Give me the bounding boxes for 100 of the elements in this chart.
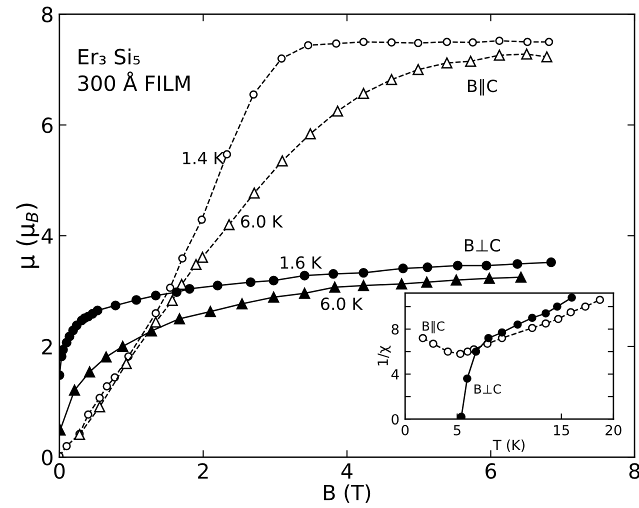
series-label: 1.6 K bbox=[280, 256, 322, 269]
point bbox=[248, 188, 260, 199]
point bbox=[463, 374, 472, 383]
point bbox=[268, 292, 280, 303]
point bbox=[422, 262, 432, 272]
point bbox=[554, 314, 562, 324]
point bbox=[184, 284, 194, 294]
y-tick-label: 6 bbox=[42, 117, 53, 134]
point bbox=[463, 347, 472, 356]
point bbox=[249, 90, 258, 99]
point bbox=[494, 50, 505, 61]
point bbox=[387, 38, 396, 47]
point bbox=[328, 269, 338, 279]
point bbox=[198, 215, 206, 224]
y-tick-label: 4 bbox=[42, 228, 53, 244]
point bbox=[172, 287, 182, 298]
point bbox=[102, 382, 112, 390]
point bbox=[150, 316, 162, 328]
point bbox=[146, 325, 157, 337]
point bbox=[358, 88, 370, 99]
point bbox=[304, 41, 312, 50]
point bbox=[332, 39, 340, 48]
point bbox=[152, 309, 160, 318]
point bbox=[68, 384, 80, 396]
point bbox=[178, 254, 187, 263]
point bbox=[513, 320, 522, 329]
x-tick-label: 0 bbox=[54, 463, 65, 479]
annotation: 300 Å FILM bbox=[78, 72, 190, 92]
point bbox=[553, 302, 562, 311]
point bbox=[418, 334, 427, 342]
point bbox=[332, 106, 344, 117]
x-tick-label: 0 bbox=[402, 424, 409, 436]
point bbox=[544, 38, 554, 46]
x-tick-label: 4 bbox=[341, 463, 352, 479]
point bbox=[398, 264, 408, 274]
annotation: Er₃ Si₅ bbox=[78, 48, 140, 65]
point bbox=[566, 308, 575, 316]
point bbox=[174, 313, 186, 324]
annotation: B⊥C bbox=[474, 384, 501, 394]
point bbox=[304, 128, 316, 140]
point bbox=[468, 38, 477, 47]
point bbox=[196, 252, 208, 263]
point bbox=[62, 442, 71, 450]
point bbox=[482, 260, 492, 270]
point bbox=[495, 36, 504, 45]
point bbox=[456, 350, 464, 358]
point bbox=[396, 278, 408, 290]
point bbox=[484, 272, 495, 284]
point bbox=[484, 334, 493, 342]
x-tick-label: 6 bbox=[486, 463, 496, 479]
x-tick-label: 5 bbox=[454, 425, 460, 436]
point bbox=[329, 282, 340, 293]
point bbox=[546, 257, 556, 268]
point bbox=[498, 328, 506, 337]
point bbox=[444, 347, 452, 356]
point bbox=[452, 260, 463, 270]
y-axis-title: μ (μ$_{B}$) bbox=[16, 204, 40, 268]
y-tick-label: 0 bbox=[392, 414, 399, 425]
point bbox=[581, 302, 590, 311]
y-tick-label: 2 bbox=[42, 338, 52, 354]
point bbox=[96, 394, 104, 402]
point bbox=[94, 401, 106, 412]
point bbox=[442, 38, 452, 46]
point bbox=[596, 296, 604, 304]
annotation: B⊥C bbox=[464, 239, 500, 252]
point bbox=[521, 48, 532, 60]
point bbox=[299, 288, 310, 299]
point bbox=[166, 284, 174, 292]
point bbox=[166, 294, 178, 306]
point bbox=[150, 290, 161, 300]
point bbox=[110, 300, 120, 310]
point bbox=[412, 64, 424, 76]
point bbox=[386, 74, 398, 86]
y-tick-label: 0 bbox=[42, 450, 52, 466]
point bbox=[84, 410, 92, 419]
series-label: 6.0 K bbox=[321, 297, 363, 310]
point bbox=[568, 293, 576, 302]
point bbox=[450, 274, 462, 286]
x-axis-title: B (T) bbox=[324, 484, 370, 503]
x-tick-label: 2 bbox=[198, 463, 208, 479]
y-tick-label: 8 bbox=[392, 324, 399, 335]
point bbox=[515, 272, 526, 283]
y-axis-title: 1/χ bbox=[378, 346, 391, 366]
point bbox=[541, 51, 552, 62]
series-label: 1.4 K bbox=[183, 152, 224, 164]
x-axis-title: T (K) bbox=[492, 440, 525, 452]
point bbox=[277, 54, 286, 63]
point bbox=[212, 280, 222, 290]
point bbox=[465, 56, 476, 67]
point bbox=[300, 270, 310, 280]
point bbox=[542, 309, 550, 318]
annotation: B∥C bbox=[422, 320, 444, 334]
point bbox=[190, 258, 202, 270]
point bbox=[276, 155, 288, 167]
point bbox=[358, 280, 370, 292]
point bbox=[236, 298, 248, 310]
point bbox=[528, 314, 536, 322]
point bbox=[117, 340, 128, 352]
point bbox=[441, 57, 452, 69]
point bbox=[542, 319, 550, 328]
